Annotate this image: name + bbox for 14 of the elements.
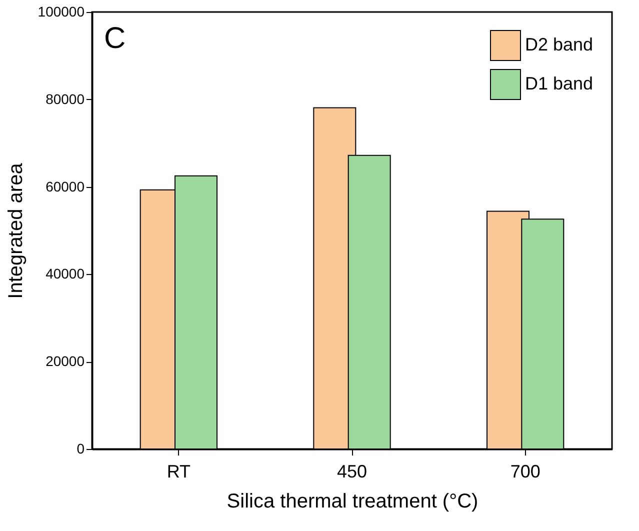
y-tick-label: 100000	[38, 4, 85, 20]
x-tick-label: RT	[166, 462, 191, 482]
legend-label: D2 band	[525, 34, 594, 54]
x-tick-label: 700	[510, 462, 540, 482]
y-tick-label: 0	[76, 440, 85, 456]
annotation: C	[104, 22, 126, 55]
y-tick-label: 20000	[46, 353, 85, 370]
y-tick-label: 80000	[46, 90, 85, 107]
x-tick-label: 450	[336, 462, 368, 482]
legend-label: D1 band	[525, 74, 594, 94]
y-tick-label: 40000	[46, 266, 85, 282]
y-axis-title: Integrated area	[4, 162, 27, 299]
y-tick-label: 60000	[46, 178, 85, 194]
x-axis-title: Silica thermal treatment (°C)	[226, 490, 478, 512]
